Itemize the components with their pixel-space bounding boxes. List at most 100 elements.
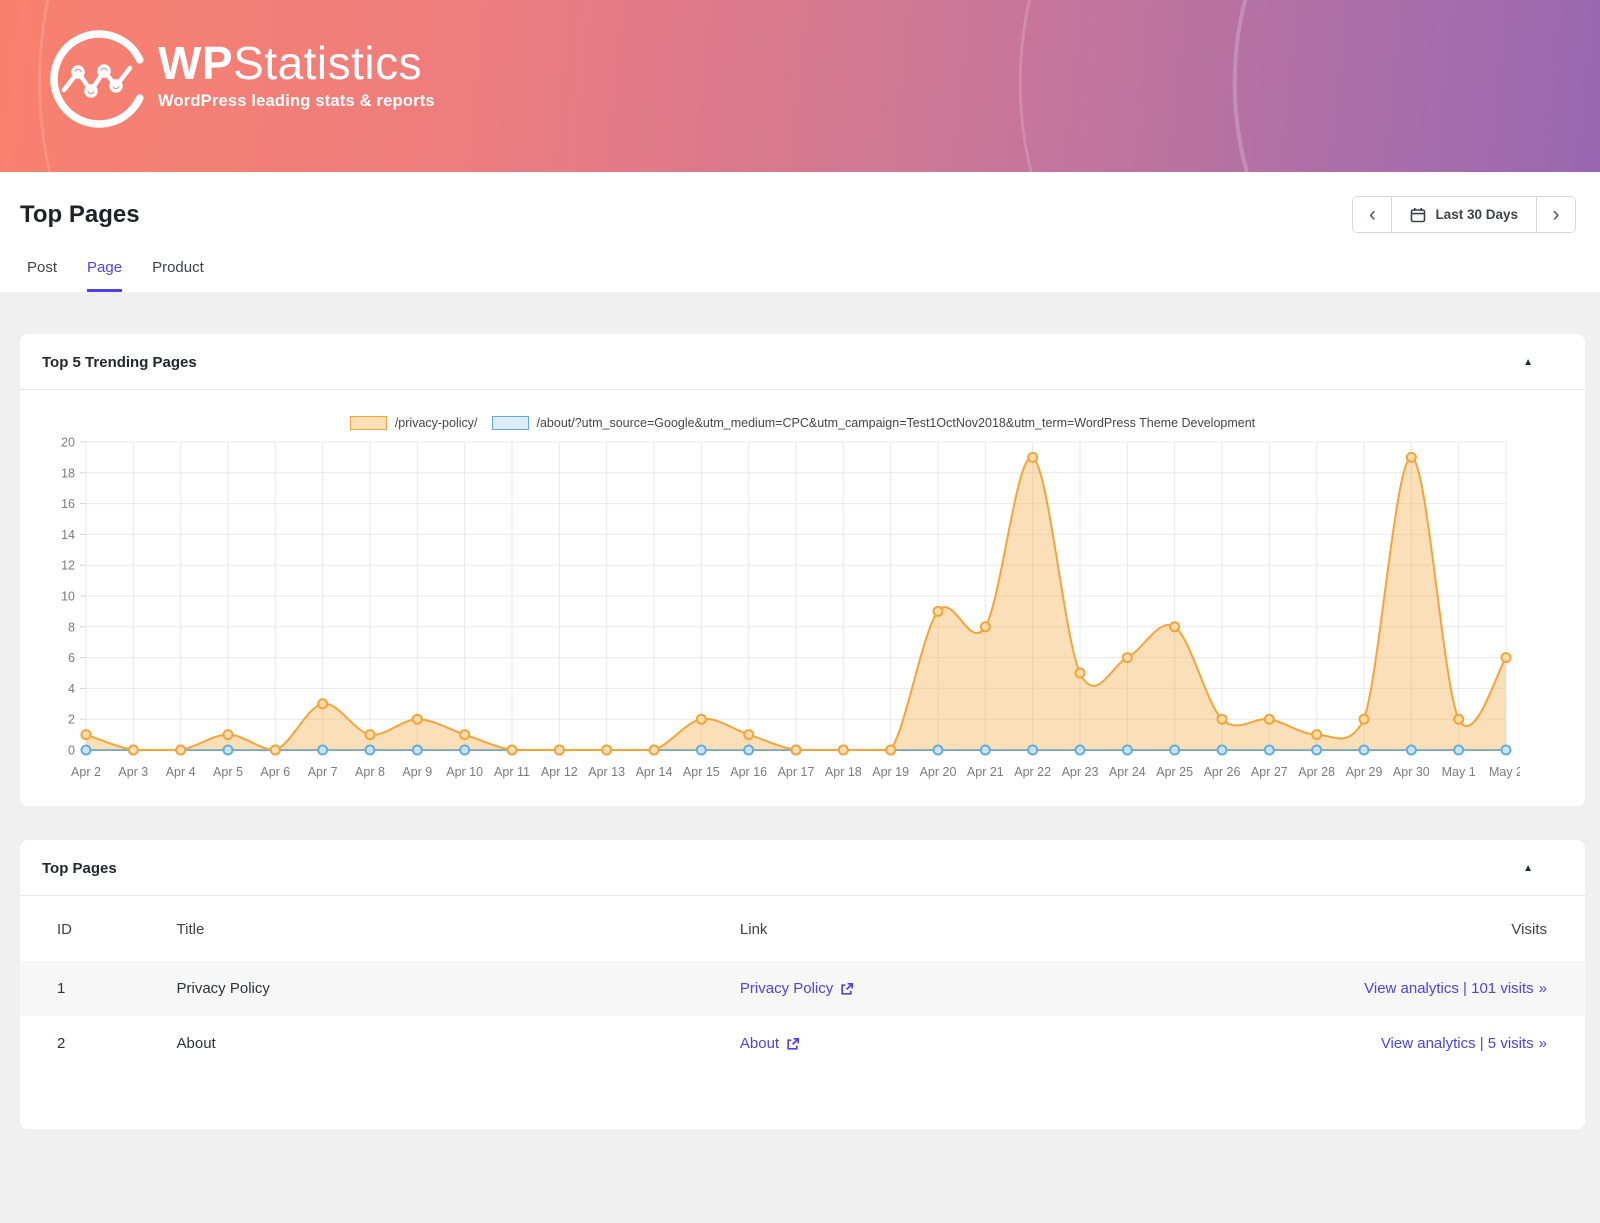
date-next-button[interactable]: › [1537, 197, 1575, 232]
legend-item[interactable]: /privacy-policy/ [349, 416, 478, 430]
legend-swatch [349, 416, 387, 430]
trending-pages-chart[interactable]: 0 2 4 6 8 10 12 14 16 18 20 Apr 2 Apr 3 Apr 4 Apr 5 Apr… [40, 434, 1520, 786]
data-point[interactable] [1074, 667, 1086, 679]
data-point[interactable] [459, 744, 471, 756]
data-point[interactable] [269, 744, 281, 756]
data-point[interactable] [1027, 451, 1039, 463]
x-tick-label: Apr 15 [683, 765, 720, 779]
x-tick-label: Apr 2 [71, 765, 101, 779]
x-tick-label: Apr 22 [1014, 765, 1051, 779]
data-point[interactable] [1074, 744, 1086, 756]
table-bottom-padding [20, 1071, 1585, 1129]
data-point[interactable] [80, 729, 92, 741]
data-point[interactable] [364, 744, 376, 756]
data-point[interactable] [1027, 744, 1039, 756]
data-point[interactable] [1121, 652, 1133, 664]
data-point[interactable] [459, 729, 471, 741]
data-point[interactable] [932, 605, 944, 617]
external-link-icon [787, 1037, 800, 1050]
view-analytics-link[interactable]: View analytics | 5 visits» [1380, 1035, 1547, 1052]
data-point[interactable] [1358, 713, 1370, 725]
page-link[interactable]: About [740, 1035, 800, 1052]
page-link[interactable]: Privacy Policy [740, 980, 854, 997]
data-point[interactable] [1500, 744, 1512, 756]
data-point[interactable] [1263, 744, 1275, 756]
data-point[interactable] [885, 744, 897, 756]
data-point[interactable] [743, 729, 755, 741]
collapse-panel-icon[interactable]: ▲ [1523, 862, 1533, 874]
series-area [86, 457, 1506, 750]
y-tick-label: 4 [68, 682, 75, 696]
cell-id: 1 [57, 980, 66, 997]
legend-item[interactable]: /about/?utm_source=Google&utm_medium=CPC… [491, 416, 1256, 430]
tab-product[interactable]: Product [152, 259, 204, 276]
data-point[interactable] [222, 729, 234, 741]
data-point[interactable] [743, 744, 755, 756]
x-tick-label: Apr 5 [213, 765, 243, 779]
data-point[interactable] [175, 744, 187, 756]
data-point[interactable] [1358, 744, 1370, 756]
x-tick-label: Apr 10 [446, 765, 483, 779]
column-header-link: Link [739, 921, 768, 938]
data-point[interactable] [317, 744, 329, 756]
data-point[interactable] [364, 729, 376, 741]
data-point[interactable] [1169, 744, 1181, 756]
trending-panel-title: Top 5 Trending Pages [42, 354, 197, 371]
data-point[interactable] [1500, 652, 1512, 664]
table-row: 2 About About View analytics | 5 visits» [20, 1016, 1585, 1071]
data-point[interactable] [837, 744, 849, 756]
x-tick-label: Apr 23 [1062, 765, 1099, 779]
data-point[interactable] [317, 698, 329, 710]
data-point[interactable] [932, 744, 944, 756]
x-tick-label: Apr 26 [1204, 765, 1241, 779]
banner-decorative-curves [38, 0, 1250, 172]
legend-label: /about/?utm_source=Google&utm_medium=CPC… [536, 416, 1256, 430]
data-point[interactable] [979, 621, 991, 633]
column-header-visits: Visits [1511, 921, 1547, 938]
top-pages-table: ID Title Link Visits 1 Privacy Policy Pr… [20, 896, 1585, 1071]
data-point[interactable] [601, 744, 613, 756]
data-point[interactable] [553, 744, 565, 756]
x-tick-label: May 1 [1442, 765, 1476, 779]
collapse-panel-icon[interactable]: ▲ [1523, 356, 1533, 368]
data-point[interactable] [648, 744, 660, 756]
data-point[interactable] [979, 744, 991, 756]
series-line [85, 456, 1507, 752]
data-point[interactable] [1121, 744, 1133, 756]
data-point[interactable] [790, 744, 802, 756]
x-tick-label: Apr 29 [1346, 765, 1383, 779]
data-point[interactable] [1405, 451, 1417, 463]
data-point[interactable] [80, 744, 92, 756]
table-header-row: ID Title Link Visits [20, 896, 1585, 961]
data-point[interactable] [1169, 621, 1181, 633]
date-range-button[interactable]: Last 30 Days [1391, 197, 1537, 232]
data-point[interactable] [1311, 744, 1323, 756]
y-tick-label: 10 [61, 590, 75, 604]
data-point[interactable] [695, 744, 707, 756]
data-point[interactable] [1216, 713, 1228, 725]
header-banner: WPStatistics WordPress leading stats & r… [0, 0, 1600, 172]
view-analytics-link[interactable]: View analytics | 101 visits» [1364, 980, 1547, 997]
data-point[interactable] [1453, 713, 1465, 725]
data-point[interactable] [695, 713, 707, 725]
data-point[interactable] [1405, 744, 1417, 756]
x-tick-label: Apr 9 [402, 765, 432, 779]
x-tick-label: Apr 27 [1251, 765, 1288, 779]
data-point[interactable] [506, 744, 518, 756]
cell-title: Privacy Policy [176, 980, 270, 997]
y-tick-label: 2 [68, 713, 75, 727]
data-point[interactable] [127, 744, 139, 756]
data-point[interactable] [411, 713, 423, 725]
date-prev-button[interactable]: ‹ [1353, 197, 1392, 232]
data-point[interactable] [1263, 713, 1275, 725]
x-tick-label: Apr 25 [1156, 765, 1193, 779]
x-tick-label: Apr 18 [825, 765, 862, 779]
tab-post[interactable]: Post [27, 259, 58, 276]
trending-pages-panel: Top 5 Trending Pages ▲ /privacy-policy/ /… [20, 334, 1585, 806]
data-point[interactable] [1216, 744, 1228, 756]
data-point[interactable] [1453, 744, 1465, 756]
data-point[interactable] [411, 744, 423, 756]
data-point[interactable] [222, 744, 234, 756]
tab-page[interactable]: Page [87, 259, 123, 292]
data-point[interactable] [1311, 729, 1323, 741]
